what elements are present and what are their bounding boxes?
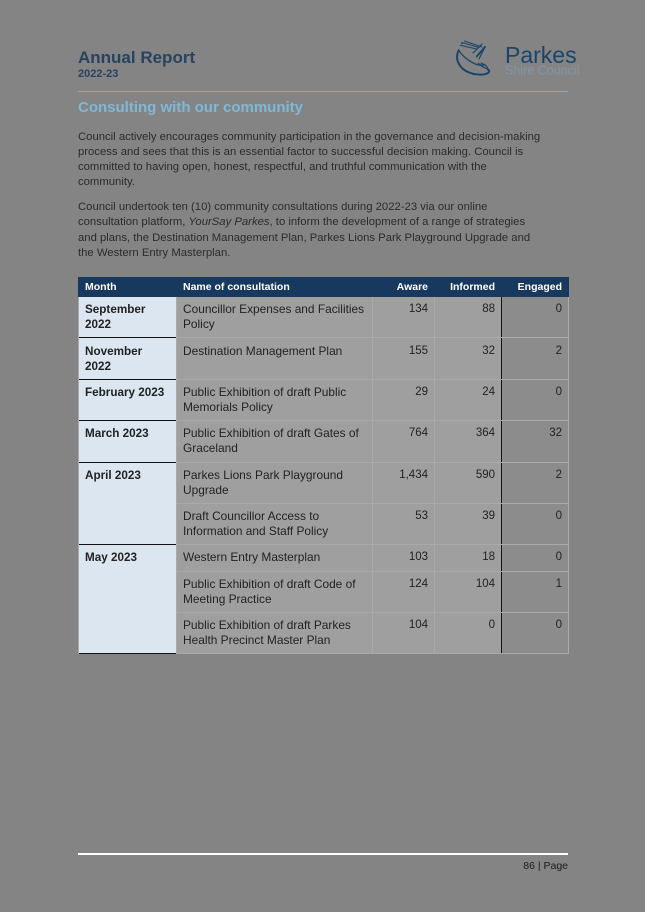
- svg-text:Shire Council: Shire Council: [505, 64, 579, 78]
